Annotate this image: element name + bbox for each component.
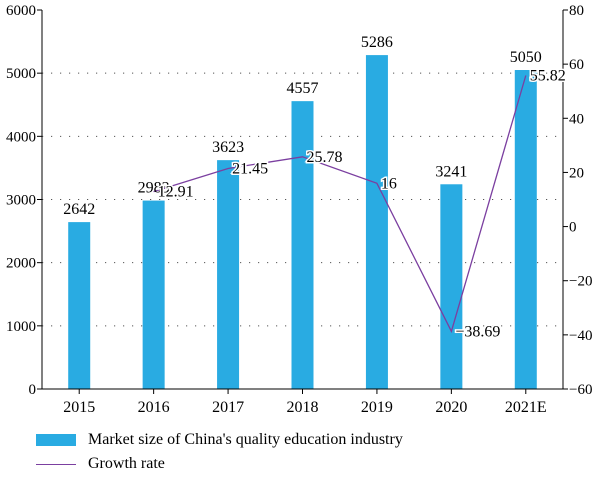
legend-item-market-size: Market size of China's quality education… (36, 428, 403, 452)
bar (142, 200, 165, 389)
bar-value-label: 3623 (212, 139, 244, 156)
y-right-tick-label: 0 (569, 220, 577, 236)
x-tick-label: 2019 (361, 399, 393, 416)
line-value-label: 55.82 (530, 67, 566, 84)
bar (514, 70, 537, 389)
y-right-tick-label: −60 (569, 382, 592, 398)
legend-swatch-line (36, 463, 76, 465)
bar-value-label: 2642 (63, 201, 95, 218)
legend-swatch-bar (36, 434, 76, 446)
y-left-tick-label: 1000 (6, 319, 36, 335)
bar (291, 101, 314, 389)
y-right-tick-label: 20 (569, 165, 584, 181)
bar-value-label: 2983 (138, 180, 170, 197)
line-value-label: 16 (381, 175, 397, 192)
x-tick-label: 2020 (435, 399, 467, 416)
y-right-tick-label: 80 (569, 3, 584, 19)
growth-rate-line (153, 75, 527, 334)
legend-item-growth-rate: Growth rate (36, 452, 403, 476)
bar (68, 222, 91, 389)
y-left-tick-label: 4000 (6, 129, 36, 145)
y-left-tick-label: 2000 (6, 256, 36, 272)
line-value-label: 25.78 (307, 149, 343, 166)
legend-label-market-size: Market size of China's quality education… (88, 431, 403, 448)
y-left-tick-label: 6000 (6, 3, 36, 19)
x-tick-label: 2016 (138, 399, 170, 416)
y-right-tick-label: 60 (569, 57, 584, 73)
bar (365, 55, 388, 389)
y-left-tick-label: 5000 (6, 66, 36, 82)
y-right-tick-label: −20 (569, 274, 592, 290)
line-value-label: 21.45 (232, 161, 268, 178)
y-right-tick-label: 40 (569, 111, 584, 127)
bar-value-label: 4557 (287, 80, 319, 97)
x-tick-label: 2017 (212, 399, 244, 416)
bar-value-label: 3241 (435, 163, 467, 180)
bar (217, 160, 240, 389)
x-tick-label: 2018 (287, 399, 319, 416)
line-value-label: 12.91 (158, 184, 194, 201)
bar (440, 184, 463, 389)
x-tick-label: 2015 (63, 399, 95, 416)
bar-value-label: 5286 (361, 34, 393, 51)
y-right-tick-label: −40 (569, 328, 592, 344)
legend-label-growth-rate: Growth rate (88, 455, 165, 472)
x-tick-label: 2021E (505, 399, 547, 416)
legend: Market size of China's quality education… (36, 428, 403, 476)
bar-value-label: 5050 (510, 49, 542, 66)
line-value-label: −38.69 (455, 323, 500, 340)
y-left-tick-label: 0 (29, 382, 37, 398)
y-left-tick-label: 3000 (6, 193, 36, 209)
